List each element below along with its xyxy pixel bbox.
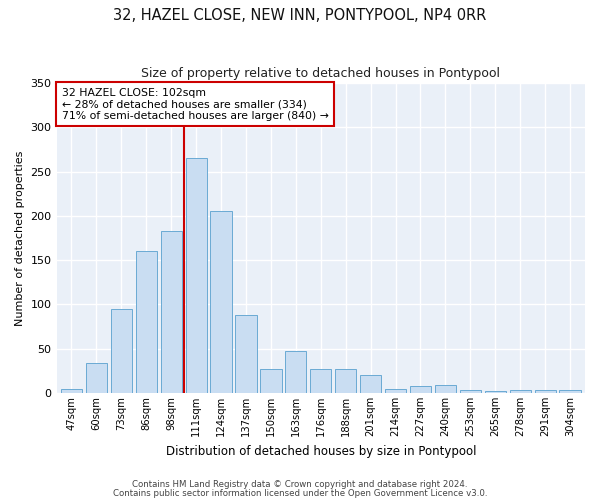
Bar: [161, 231, 182, 393]
Bar: [535, 390, 556, 393]
Bar: [460, 390, 481, 393]
Bar: [360, 376, 381, 393]
Bar: [211, 212, 232, 393]
Bar: [285, 352, 307, 393]
Bar: [185, 158, 207, 393]
Y-axis label: Number of detached properties: Number of detached properties: [15, 150, 25, 326]
Text: 32, HAZEL CLOSE, NEW INN, PONTYPOOL, NP4 0RR: 32, HAZEL CLOSE, NEW INN, PONTYPOOL, NP4…: [113, 8, 487, 22]
Bar: [136, 252, 157, 393]
Bar: [435, 385, 456, 393]
X-axis label: Distribution of detached houses by size in Pontypool: Distribution of detached houses by size …: [166, 444, 476, 458]
Title: Size of property relative to detached houses in Pontypool: Size of property relative to detached ho…: [141, 68, 500, 80]
Bar: [310, 369, 331, 393]
Bar: [559, 390, 581, 393]
Bar: [235, 315, 257, 393]
Text: Contains HM Land Registry data © Crown copyright and database right 2024.: Contains HM Land Registry data © Crown c…: [132, 480, 468, 489]
Bar: [385, 388, 406, 393]
Bar: [61, 388, 82, 393]
Text: 32 HAZEL CLOSE: 102sqm
← 28% of detached houses are smaller (334)
71% of semi-de: 32 HAZEL CLOSE: 102sqm ← 28% of detached…: [62, 88, 329, 121]
Bar: [410, 386, 431, 393]
Text: Contains public sector information licensed under the Open Government Licence v3: Contains public sector information licen…: [113, 488, 487, 498]
Bar: [111, 309, 132, 393]
Bar: [335, 369, 356, 393]
Bar: [509, 390, 531, 393]
Bar: [485, 391, 506, 393]
Bar: [260, 369, 281, 393]
Bar: [86, 363, 107, 393]
